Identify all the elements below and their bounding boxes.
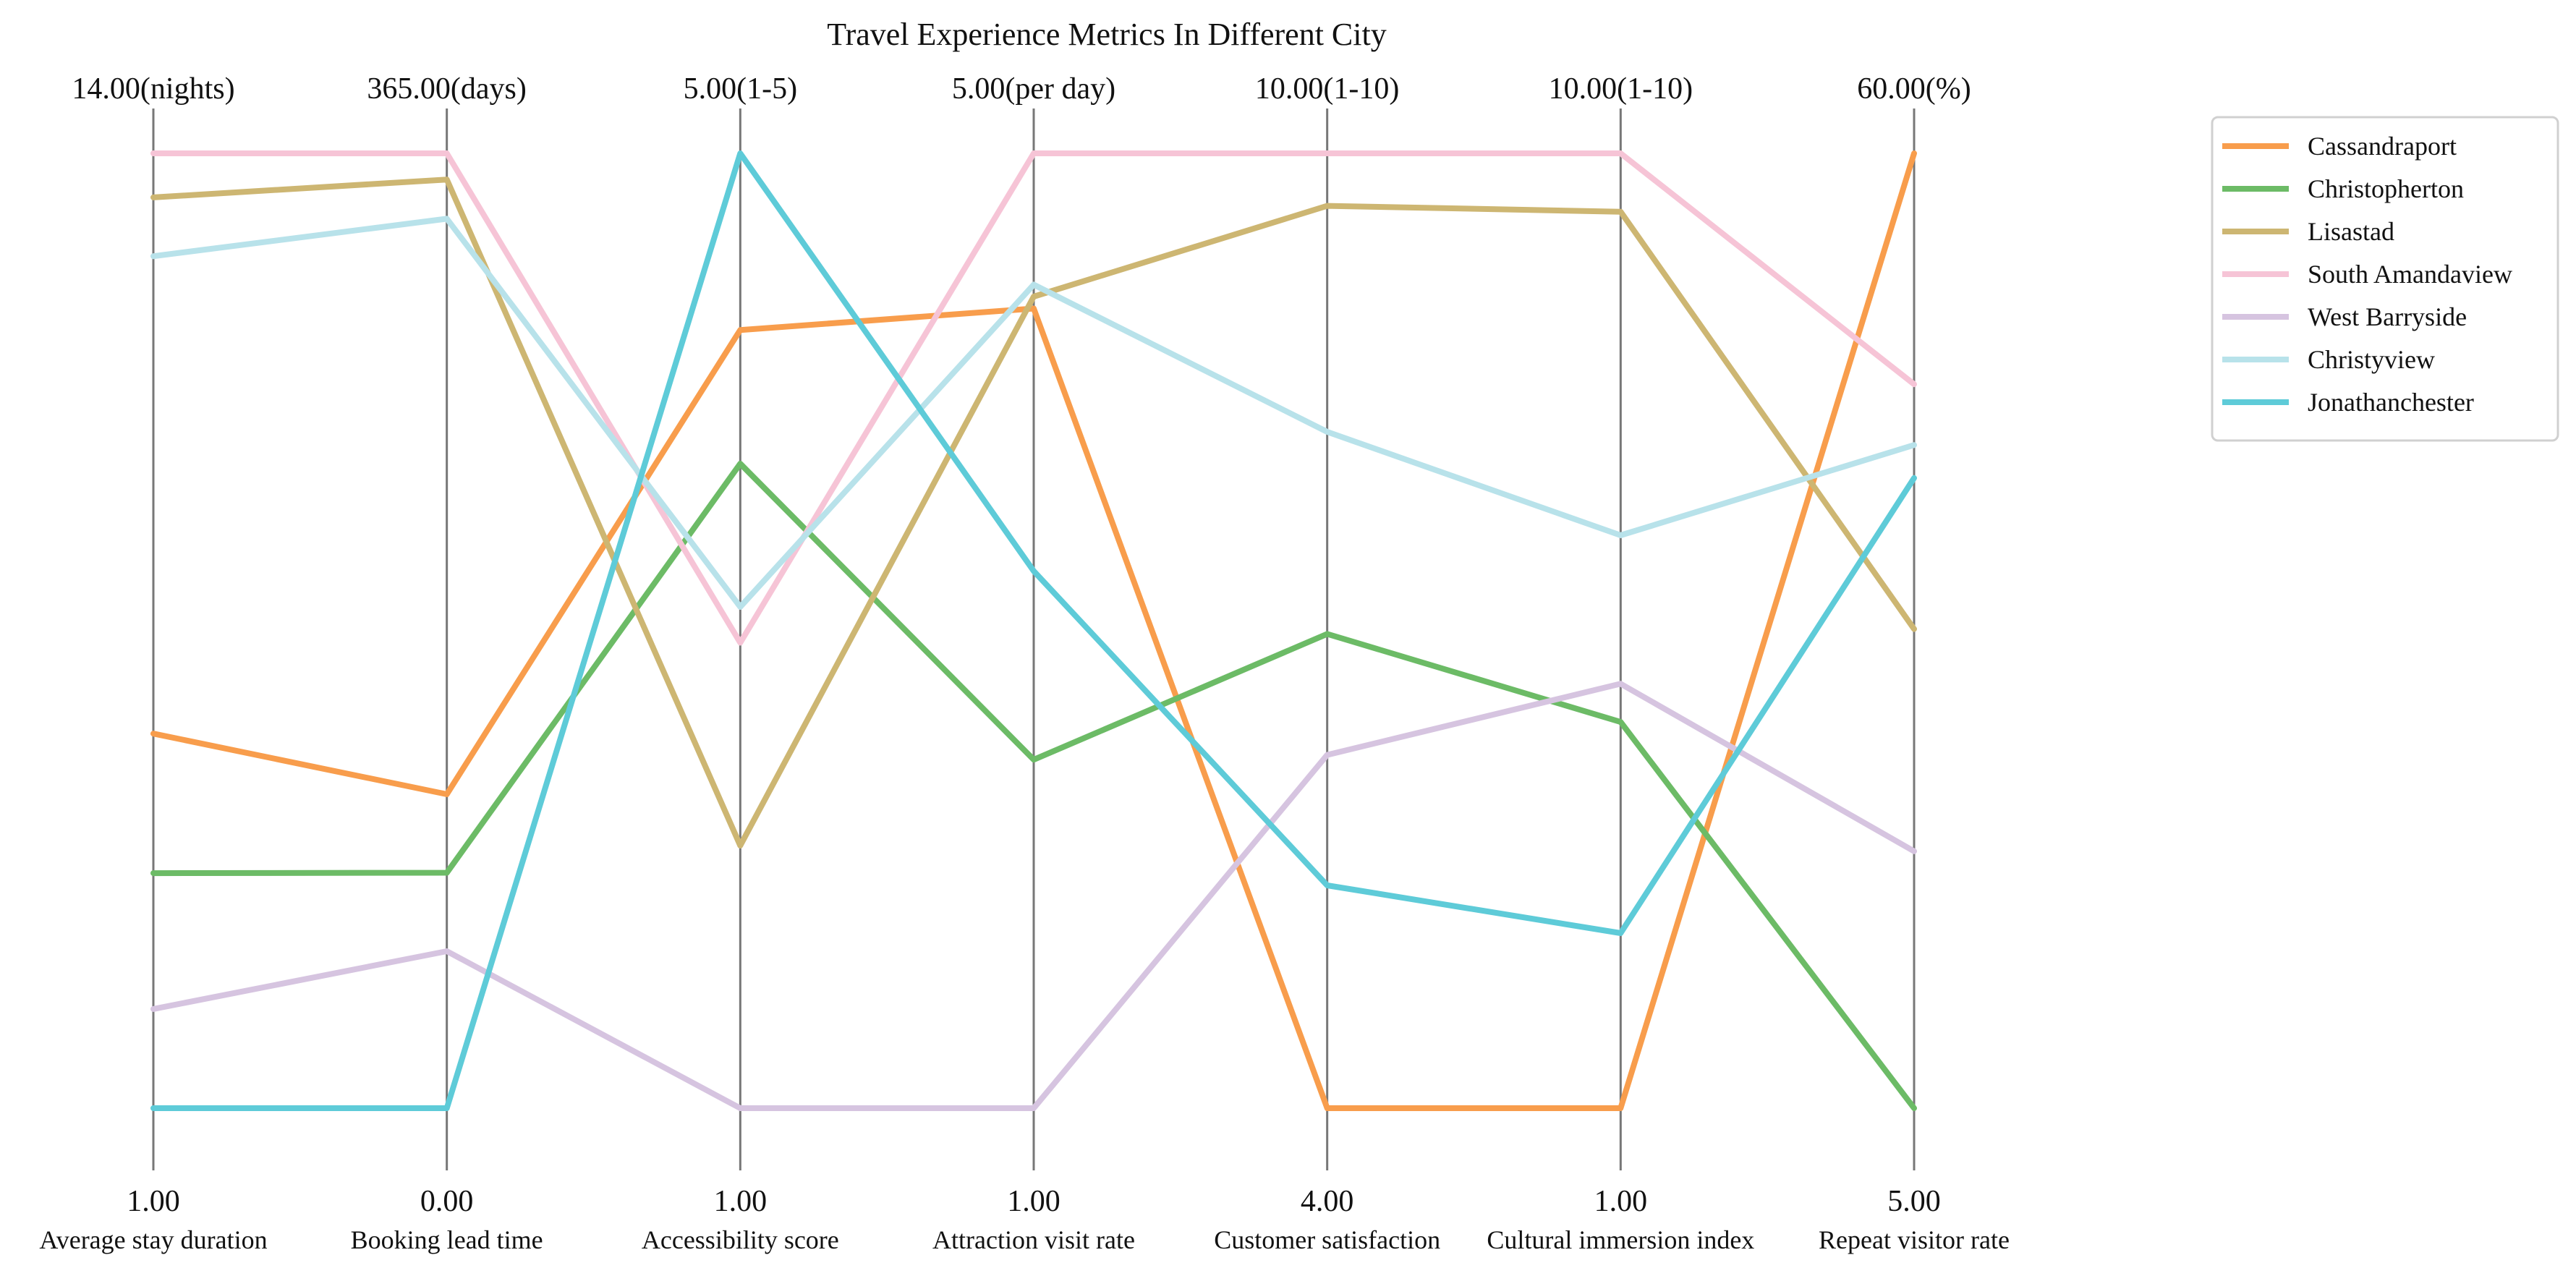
legend-item: Jonathanchester <box>2222 388 2474 417</box>
chart-title: Travel Experience Metrics In Different C… <box>827 17 1386 52</box>
legend-label: Christyview <box>2308 345 2435 374</box>
axis-max-label: 5.00(1-5) <box>684 72 797 106</box>
legend-item: Cassandraport <box>2222 132 2457 161</box>
axis-name-label: Booking lead time <box>351 1225 543 1254</box>
series-lines-layer <box>150 150 1917 1111</box>
axis-max-label: 60.00(%) <box>1857 72 1971 106</box>
axis-min-label: 1.00 <box>1594 1185 1648 1218</box>
axis-7: 60.00(%) 5.00 Repeat visitor rate <box>1819 72 2010 1254</box>
axis-min-label: 1.00 <box>714 1185 768 1218</box>
axis-name-label: Customer satisfaction <box>1214 1225 1440 1254</box>
legend-item: Christyview <box>2222 345 2435 374</box>
series-line-jonathanchester <box>150 150 1917 1111</box>
legend-label: Christopherton <box>2308 174 2464 203</box>
axis-min-label: 1.00 <box>127 1185 180 1218</box>
series-line-christopherton <box>150 461 1917 1111</box>
legend-label: Lisastad <box>2308 217 2394 246</box>
axis-5: 10.00(1-10) 4.00 Customer satisfaction <box>1214 72 1440 1254</box>
series-line-lisastad <box>150 176 1917 848</box>
legend-label: Jonathanchester <box>2308 388 2474 417</box>
series-line-south-amandaview <box>150 150 1917 646</box>
legend-item: Lisastad <box>2222 217 2394 246</box>
axis-min-label: 4.00 <box>1301 1185 1354 1218</box>
legend-label: Cassandraport <box>2308 132 2457 161</box>
series-line-cassandraport <box>150 150 1917 1111</box>
axis-max-label: 14.00(nights) <box>72 72 234 106</box>
axis-2: 365.00(days) 0.00 Booking lead time <box>351 72 543 1254</box>
series-line-christyview <box>150 216 1917 610</box>
legend: Cassandraport Christopherton Lisastad South… <box>2211 116 2559 442</box>
axis-min-label: 5.00 <box>1887 1185 1941 1218</box>
axis-name-label: Attraction visit rate <box>932 1225 1135 1254</box>
axis-name-label: Cultural immersion index <box>1487 1225 1754 1254</box>
axis-3: 5.00(1-5) 1.00 Accessibility score <box>642 72 839 1254</box>
axis-max-label: 10.00(1-10) <box>1255 72 1399 106</box>
axis-min-label: 0.00 <box>420 1185 474 1218</box>
legend-label: West Barryside <box>2308 302 2467 331</box>
legend-frame <box>2211 116 2559 442</box>
axis-name-label: Accessibility score <box>642 1225 839 1254</box>
axis-max-label: 5.00(per day) <box>952 72 1115 106</box>
axis-1: 14.00(nights) 1.00 Average stay duration <box>39 72 267 1254</box>
axis-min-label: 1.00 <box>1007 1185 1060 1218</box>
legend-label: South Amandaview <box>2308 260 2512 289</box>
axis-max-label: 365.00(days) <box>367 72 526 106</box>
axis-max-label: 10.00(1-10) <box>1549 72 1693 106</box>
axis-6: 10.00(1-10) 1.00 Cultural immersion index <box>1487 72 1754 1254</box>
axis-name-label: Average stay duration <box>39 1225 267 1254</box>
axes-layer: 14.00(nights) 1.00 Average stay duration 36… <box>39 72 2010 1254</box>
legend-item: Christopherton <box>2222 174 2464 203</box>
axis-name-label: Repeat visitor rate <box>1819 1225 2010 1254</box>
series-line-west-barryside <box>150 681 1917 1111</box>
legend-item: West Barryside <box>2222 302 2467 331</box>
legend-item: South Amandaview <box>2222 260 2512 289</box>
